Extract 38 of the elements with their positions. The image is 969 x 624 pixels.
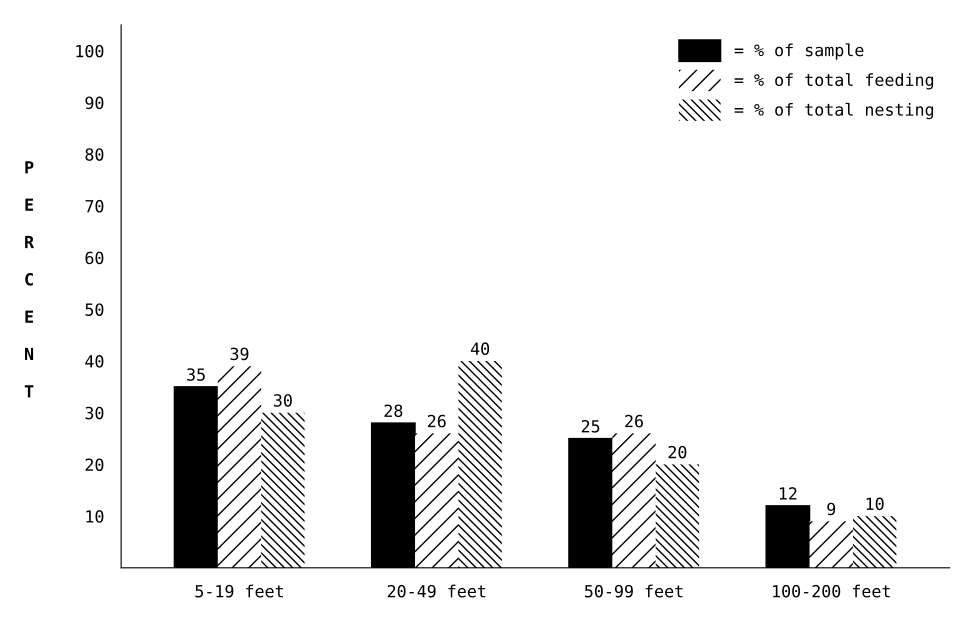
data-label: 40	[470, 342, 490, 356]
data-label: 20	[668, 446, 686, 458]
y-tick-label: 20	[86, 458, 104, 472]
data-label: 28	[384, 404, 402, 418]
bar	[852, 516, 896, 568]
legend-label: = % of total nesting	[734, 102, 934, 120]
y-tick-label: 40	[85, 355, 104, 368]
y-tick-label: 50	[86, 303, 104, 316]
data-label: 12	[780, 487, 796, 500]
bar	[656, 464, 700, 568]
data-label: 30	[274, 394, 292, 407]
x-tick-label: 50-99 feet	[585, 584, 683, 598]
bar	[810, 521, 853, 568]
y-tick-label: 70	[86, 200, 104, 213]
bar	[218, 366, 262, 568]
data-label: 26	[428, 414, 446, 428]
bar	[415, 433, 458, 568]
data-label: 26	[625, 414, 643, 428]
y-tick-label: 80	[85, 148, 104, 161]
x-tick-label: 5-19 feet	[195, 584, 283, 598]
x-tick-label: 20-49 feet	[388, 584, 486, 598]
bar	[261, 412, 305, 568]
y-tick-label: 30	[86, 406, 104, 420]
bar	[612, 433, 656, 568]
y-tick-label: 90	[85, 96, 104, 110]
bar	[458, 361, 502, 568]
text: PERCENT	[24, 161, 34, 398]
data-label: 39	[230, 348, 248, 360]
data-label: 9	[827, 502, 836, 516]
y-tick-label: 10	[86, 510, 104, 523]
legend-label: = % of sample	[734, 43, 864, 60]
y-tick-label: 60	[85, 252, 104, 264]
data-label: 10	[866, 498, 884, 510]
x-tick-label: 100-200 feet	[773, 584, 890, 598]
data-label: 35	[187, 368, 205, 381]
data-label: 25	[582, 420, 600, 433]
legend-label: = % of total feeding	[734, 73, 934, 90]
y-tick-label: 100	[76, 44, 104, 58]
